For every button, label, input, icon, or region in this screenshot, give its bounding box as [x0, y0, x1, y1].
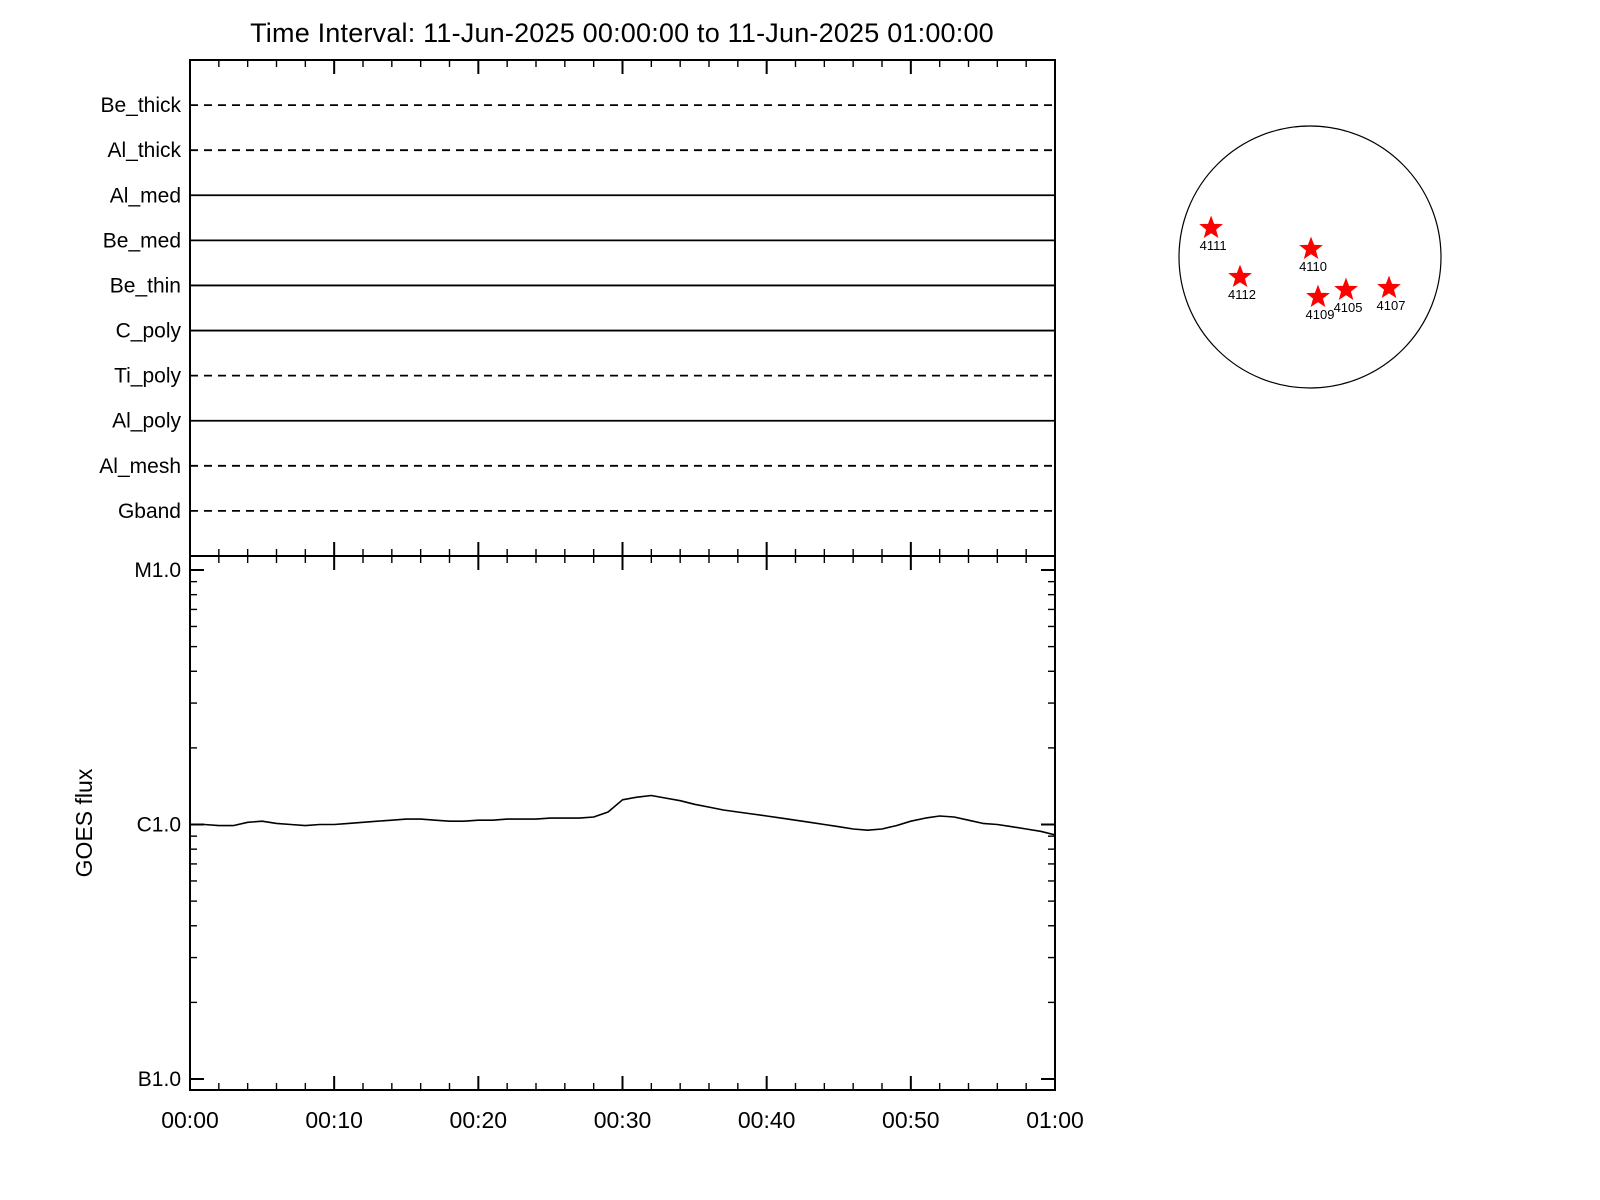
filter-label-Al_thick: Al_thick	[107, 139, 181, 162]
goes-x-label: 01:00	[1026, 1107, 1084, 1133]
active-region-star-4112	[1228, 264, 1252, 288]
filter-label-Gband: Gband	[118, 500, 181, 523]
filter-label-Be_thick: Be_thick	[100, 94, 181, 117]
filter-label-Al_mesh: Al_mesh	[99, 455, 181, 478]
active-region-star-4105	[1334, 277, 1358, 301]
goes-x-label: 00:40	[738, 1107, 796, 1133]
plot-title: Time Interval: 11-Jun-2025 00:00:00 to 1…	[250, 18, 994, 48]
active-region-label-4110: 4110	[1299, 259, 1327, 274]
goes-x-label: 00:20	[450, 1107, 508, 1133]
active-region-label-4105: 4105	[1334, 300, 1363, 315]
active-region-label-4107: 4107	[1377, 298, 1406, 313]
active-region-label-4109: 4109	[1306, 307, 1335, 322]
active-region-star-4110	[1299, 236, 1323, 260]
filter-label-Be_med: Be_med	[103, 229, 181, 252]
active-region-label-4111: 4111	[1200, 238, 1227, 253]
goes-y-label-C1.0: C1.0	[137, 814, 181, 837]
solar-limb	[1178, 125, 1442, 389]
filter-timeline-panel: Be_thick Al_thick Al_med Be_med Be_thin C_pol…	[99, 59, 1056, 557]
filter-label-Be_thin: Be_thin	[110, 274, 181, 297]
filter-label-Al_med: Al_med	[110, 184, 181, 207]
filter-label-Ti_poly: Ti_poly	[114, 365, 181, 388]
active-region-star-4107	[1377, 275, 1401, 299]
goes-flux-curve	[190, 794, 1056, 836]
goes-frame	[189, 555, 1056, 1091]
filter-label-C_poly: C_poly	[116, 320, 182, 343]
goes-y-label-B1.0: B1.0	[138, 1068, 181, 1091]
filter-label-Al_poly: Al_poly	[112, 410, 181, 433]
solar-disk-panel: 4111 4110 4112 4109 4105 4107	[1178, 125, 1442, 389]
goes-x-label: 00:30	[594, 1107, 652, 1133]
goes-x-label: 00:00	[161, 1107, 219, 1133]
timeline-frame	[189, 59, 1056, 557]
goes-x-label: 00:10	[305, 1107, 363, 1133]
active-region-star-4111	[1199, 215, 1223, 239]
active-region-star-4109	[1306, 284, 1330, 308]
goes-x-label: 00:50	[882, 1107, 940, 1133]
active-region-label-4112: 4112	[1228, 287, 1256, 302]
goes-y-label-M1.0: M1.0	[134, 559, 181, 582]
goes-ylabel: GOES flux	[71, 768, 97, 877]
goes-flux-panel: 00:00 00:10 00:20 00:30 00:40 00:50 01:00 M1.0 C…	[71, 555, 1084, 1133]
